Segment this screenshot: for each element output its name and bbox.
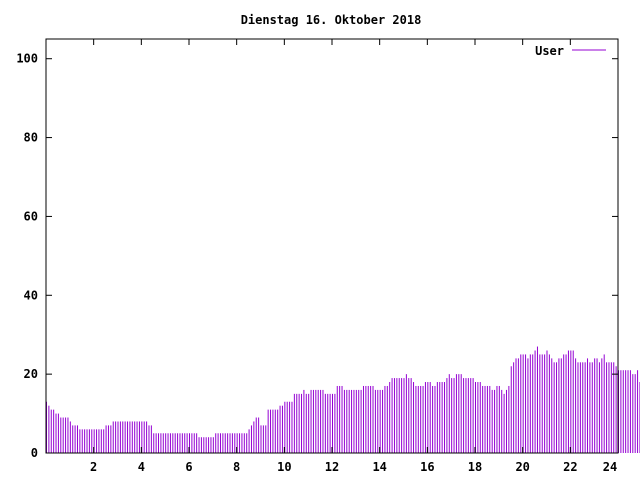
x-tick-label: 14	[372, 460, 386, 474]
y-tick-label: 60	[24, 209, 38, 223]
x-tick-label: 2	[90, 460, 97, 474]
y-tick-label: 20	[24, 367, 38, 381]
x-tick-label: 6	[185, 460, 192, 474]
y-tick-label: 100	[16, 52, 38, 66]
x-tick-label: 8	[233, 460, 240, 474]
x-tick-label: 4	[138, 460, 145, 474]
legend-label-user: User	[535, 44, 564, 58]
bars-group	[46, 346, 640, 453]
x-tick-label: 16	[420, 460, 434, 474]
y-tick-label: 80	[24, 131, 38, 145]
chart-title: Dienstag 16. Oktober 2018	[241, 13, 422, 27]
x-tick-label: 12	[325, 460, 339, 474]
x-tick-label: 10	[277, 460, 291, 474]
y-axis: 0 20 40 60 80 100	[16, 52, 618, 460]
x-tick-label: 24	[603, 460, 617, 474]
x-tick-label: 22	[563, 460, 577, 474]
legend: User	[535, 44, 606, 58]
y-tick-label: 0	[31, 446, 38, 460]
x-tick-label: 18	[468, 460, 482, 474]
y-tick-label: 40	[24, 288, 38, 302]
x-tick-label: 20	[515, 460, 529, 474]
x-axis: 2 4 6 8 10 12 14 16 18 20 22 24	[90, 39, 619, 474]
